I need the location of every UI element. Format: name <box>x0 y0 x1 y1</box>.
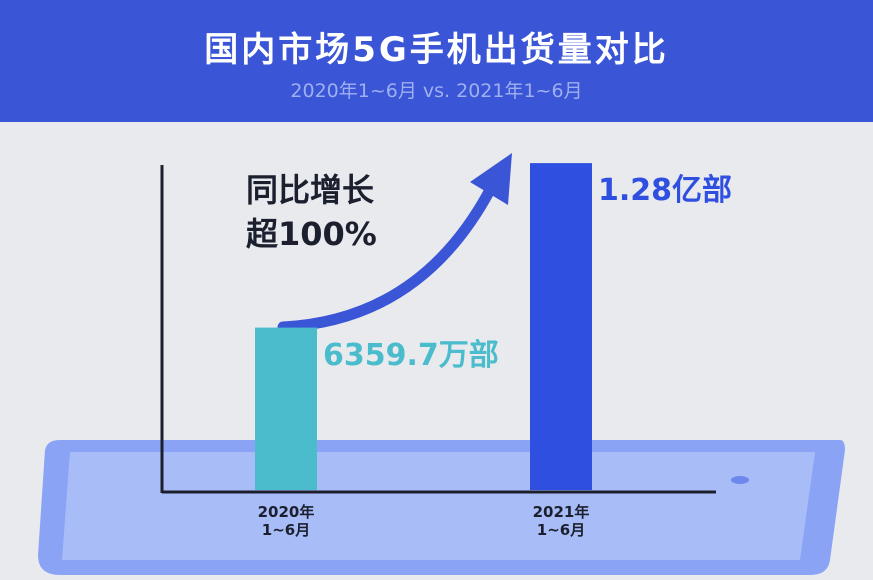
phone-screen <box>62 452 815 560</box>
arrow-head <box>470 153 512 205</box>
chart-title: 国内市场5G手机出货量对比 <box>204 30 669 70</box>
chart-subtitle: 2020年1~6月 vs. 2021年1~6月 <box>290 80 583 102</box>
phone-camera <box>731 476 749 484</box>
growth-arrow <box>277 184 496 333</box>
value-label: 1.28亿部 <box>598 173 733 209</box>
bar <box>255 327 317 490</box>
value-label: 6359.7万部 <box>323 337 499 373</box>
header-band <box>0 0 873 122</box>
x-tick-label: 2021年 1~6月 <box>532 503 590 539</box>
x-tick-label: 2020年 1~6月 <box>257 503 315 539</box>
bar <box>530 163 592 490</box>
annotation: 同比增长 超100% <box>246 171 377 253</box>
